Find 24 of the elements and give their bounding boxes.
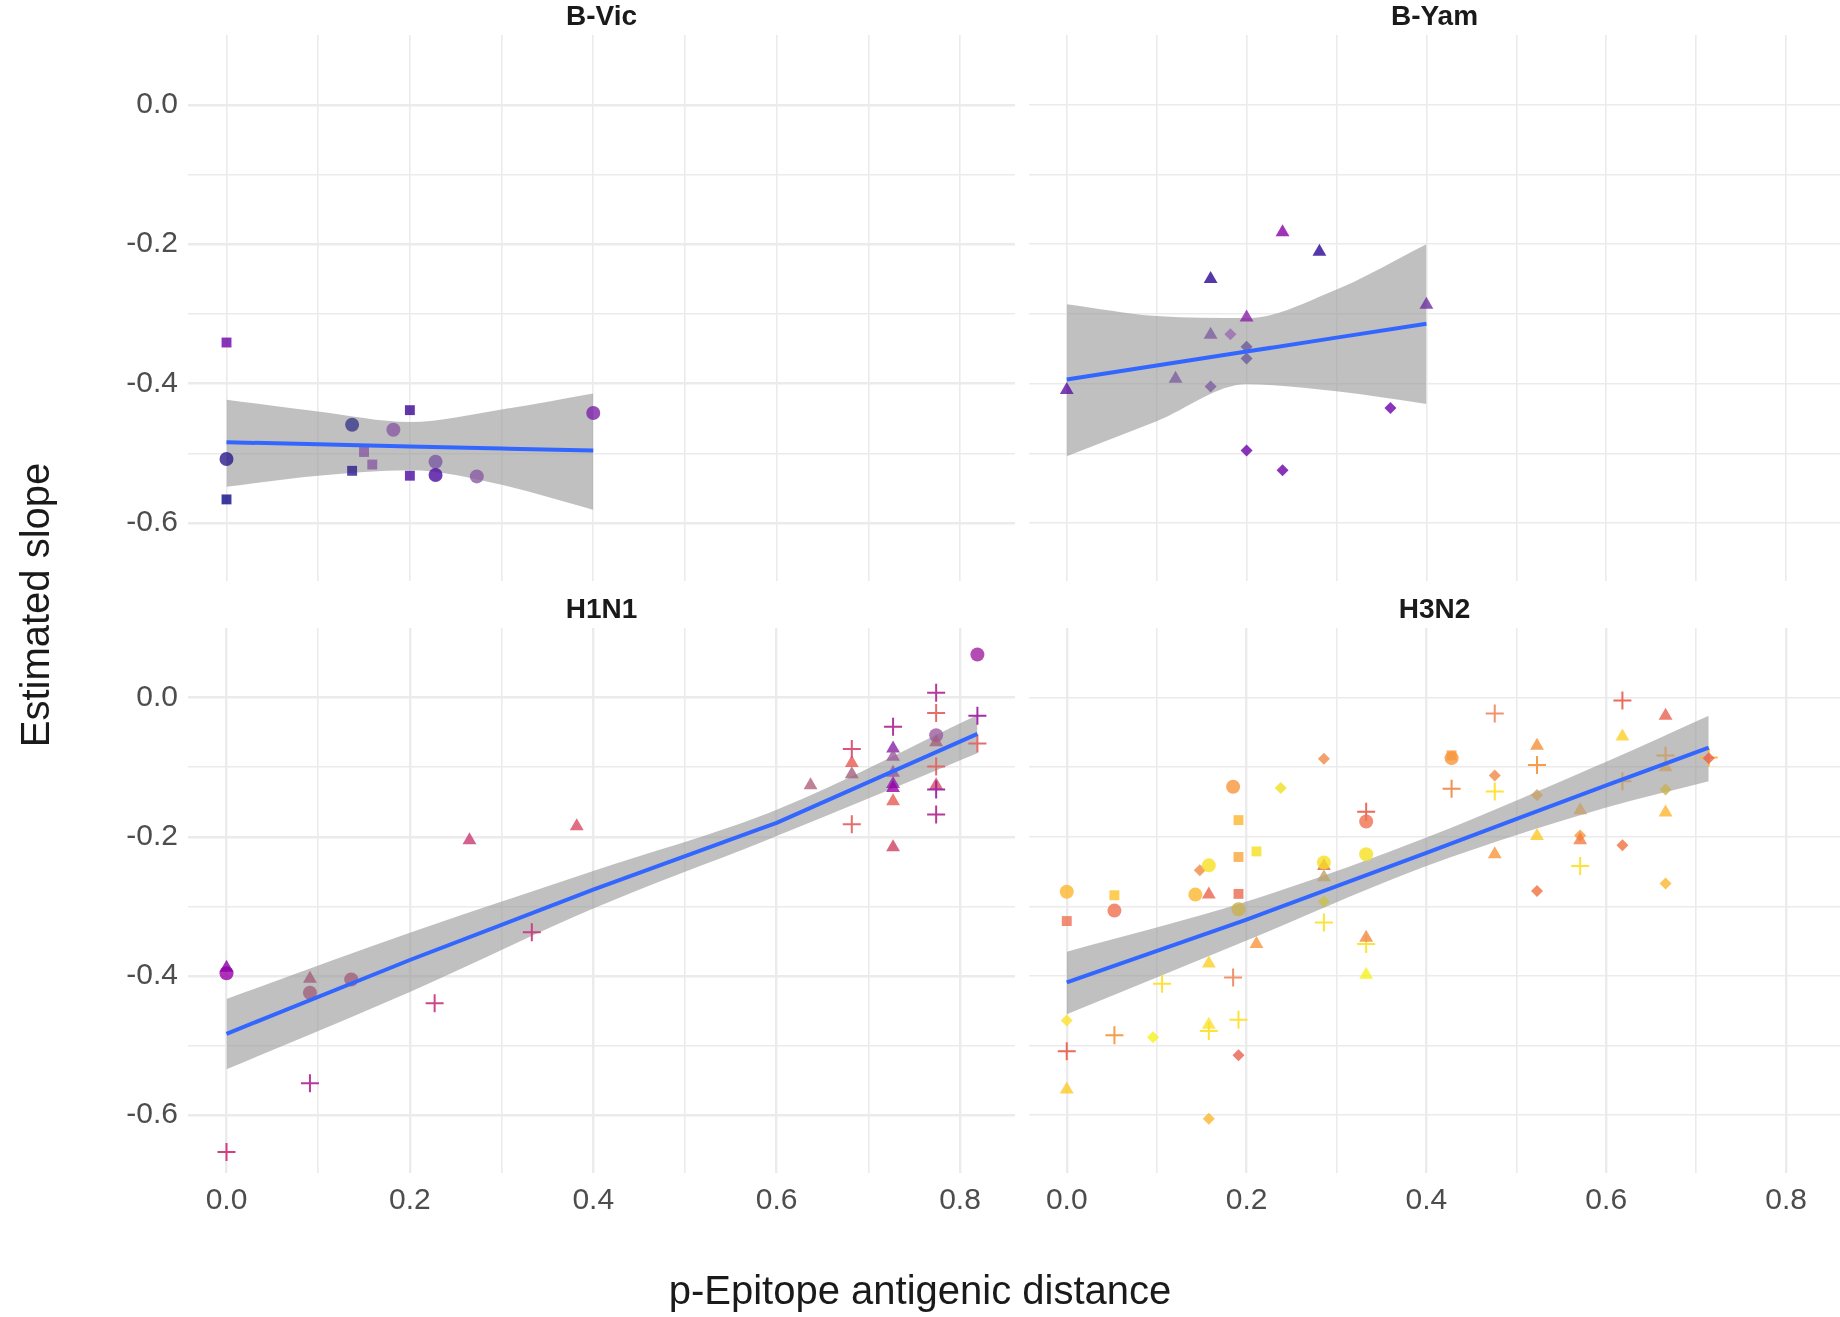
x-tick-label: 0.4 [572, 1182, 615, 1216]
x-axis-title: p-Epitope antigenic distance [667, 1268, 1173, 1313]
y-tick-label: -0.4 [126, 957, 178, 991]
y-tick-label: -0.2 [126, 225, 178, 259]
x-tick-label: 0.2 [389, 1182, 431, 1216]
x-tick-label: 0.2 [1225, 1182, 1268, 1216]
y-tick-label: -0.2 [126, 818, 178, 852]
x-tick-label: 0.8 [939, 1182, 981, 1216]
chart-title: B-Yam [1389, 0, 1480, 32]
x-tick-label: 0.8 [1765, 1182, 1807, 1216]
y-tick-label: 0.0 [136, 86, 178, 119]
x-tick-label: 0.6 [1585, 1182, 1628, 1216]
x-tick-label: 0.6 [755, 1182, 798, 1216]
chart-title: H3N2 [1397, 593, 1472, 625]
y-tick-label: -0.4 [126, 364, 178, 398]
y-axis-title: Estimated slope [12, 462, 58, 748]
chart-title: H1N1 [564, 593, 639, 625]
x-tick-label: 0.0 [205, 1182, 248, 1216]
y-tick-label: 0.0 [136, 678, 178, 712]
y-tick-label: -0.6 [126, 1096, 178, 1130]
x-tick-label: 0.0 [1045, 1182, 1088, 1216]
chart-title: B-Vic [564, 0, 639, 32]
y-tick-label: -0.6 [126, 504, 178, 538]
x-tick-label: 0.4 [1405, 1182, 1448, 1216]
